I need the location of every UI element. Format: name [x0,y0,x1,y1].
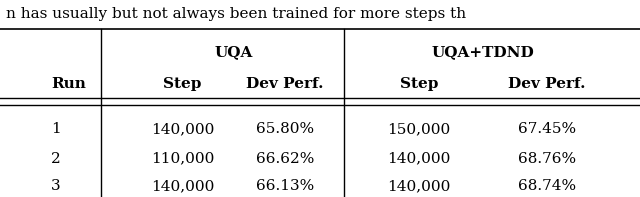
Text: 2: 2 [51,151,61,166]
Text: 110,000: 110,000 [150,151,214,166]
Text: 140,000: 140,000 [150,179,214,193]
Text: UQA: UQA [214,45,253,59]
Text: 65.80%: 65.80% [256,122,314,136]
Text: 67.45%: 67.45% [518,122,576,136]
Text: 3: 3 [51,179,61,193]
Text: Run: Run [51,77,86,91]
Text: 140,000: 140,000 [387,151,451,166]
Text: Dev Perf.: Dev Perf. [246,77,324,91]
Text: n has usually but not always been trained for more steps th: n has usually but not always been traine… [6,7,467,21]
Text: 68.76%: 68.76% [518,151,576,166]
Text: Step: Step [163,77,202,91]
Text: 140,000: 140,000 [387,179,451,193]
Text: 68.74%: 68.74% [518,179,576,193]
Text: Step: Step [400,77,438,91]
Text: 140,000: 140,000 [150,122,214,136]
Text: 66.62%: 66.62% [255,151,314,166]
Text: 150,000: 150,000 [388,122,451,136]
Text: Dev Perf.: Dev Perf. [508,77,586,91]
Text: 1: 1 [51,122,61,136]
Text: UQA+TDND: UQA+TDND [432,45,534,59]
Text: 66.13%: 66.13% [255,179,314,193]
